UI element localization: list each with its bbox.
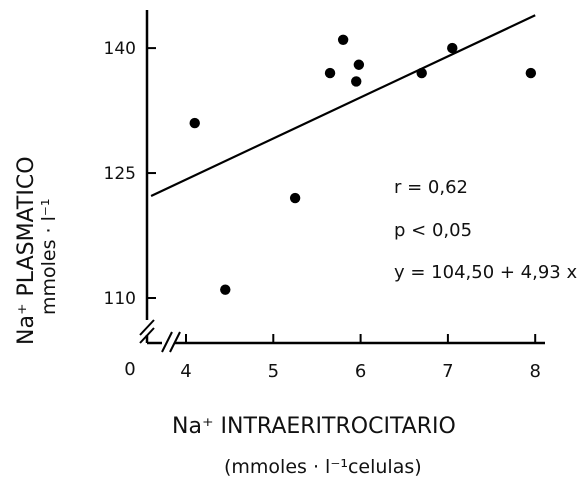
x-axis-break-1 xyxy=(161,331,173,353)
data-point xyxy=(525,67,537,79)
data-point xyxy=(337,34,349,45)
x-axis-units: (mmoles · l⁻¹celulas) xyxy=(224,456,422,478)
data-point xyxy=(416,67,427,79)
stat-annotation: y = 104,50 + 4,93 x xyxy=(394,262,577,283)
data-point xyxy=(351,76,362,87)
x-tick-label: 6 xyxy=(355,361,366,382)
data-point xyxy=(324,67,336,79)
y-axis-label: Na⁺ PLASMATICO xyxy=(14,156,39,345)
ticks xyxy=(147,47,537,343)
data-point xyxy=(189,117,200,129)
x-tick-label: 5 xyxy=(268,361,279,382)
stat-annotations: r = 0,62 p < 0,05 y = 104,50 + 4,93 x xyxy=(394,177,577,283)
y-axis-break-1 xyxy=(139,319,155,336)
data-point xyxy=(353,59,365,70)
y-tick-label: 125 xyxy=(104,164,136,184)
regression-line xyxy=(150,14,536,197)
x-tick-label: 8 xyxy=(529,361,540,382)
data-point xyxy=(447,42,458,54)
data-points xyxy=(189,34,537,295)
x-axis-label: Na⁺ INTRAERITROCITARIO xyxy=(172,414,456,439)
y-tick-label: 140 xyxy=(104,39,136,59)
regression-line-group xyxy=(150,14,536,197)
y-tick-label: 110 xyxy=(104,289,136,309)
tick-labels: 4 5 6 7 8 110 125 140 0 xyxy=(104,39,541,382)
data-point xyxy=(220,284,231,295)
y-axis-units: mmoles · l⁻¹ xyxy=(38,198,60,315)
x-tick-label: 4 xyxy=(180,361,191,382)
data-point xyxy=(289,192,301,204)
stat-annotation: p < 0,05 xyxy=(394,220,472,241)
stat-annotation: r = 0,62 xyxy=(394,177,468,198)
origin-label: 0 xyxy=(124,359,135,380)
axes xyxy=(139,10,545,353)
x-tick-label: 7 xyxy=(442,361,453,382)
